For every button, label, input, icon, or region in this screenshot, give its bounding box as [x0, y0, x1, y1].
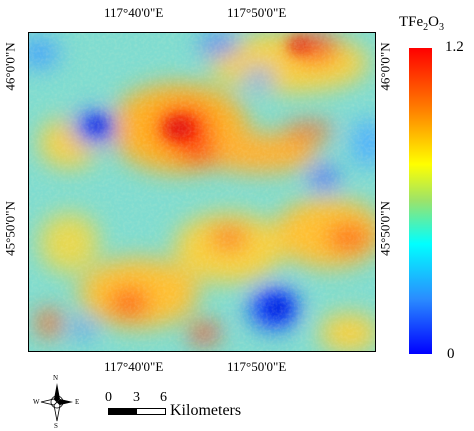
- bottom-tick-label-1: 117°40'0"E: [104, 359, 164, 374]
- left-tick-label-2: 45°50'0"N: [2, 201, 18, 256]
- top-tick-label-2: 117°50'0"E: [227, 5, 287, 20]
- scale-unit-label: Kilometers: [170, 402, 242, 419]
- right-tick-label-1: 46°0'0"N: [377, 42, 393, 91]
- compass-north-label: N: [53, 374, 59, 382]
- scale-label-3: 3: [133, 390, 140, 405]
- legend-min-label: 0: [447, 346, 455, 362]
- compass-west-label: W: [33, 398, 40, 406]
- scale-label-0: 0: [105, 390, 112, 405]
- legend-title: TFe2O3: [399, 14, 445, 33]
- legend-max-label: 1.2: [445, 39, 464, 55]
- right-tick-label-2: 45°50'0"N: [377, 201, 393, 256]
- compass-south-label: S: [54, 422, 58, 430]
- top-tick-label-1: 117°40'0"E: [104, 5, 164, 20]
- legend-color-ramp: [409, 48, 432, 354]
- left-tick-label-1: 46°0'0"N: [2, 42, 18, 91]
- north-arrow-icon: [40, 383, 73, 422]
- scale-bar-segment-black: [109, 409, 137, 414]
- tfe2o3-raster-map: [28, 32, 376, 352]
- bottom-tick-label-2: 117°50'0"E: [227, 359, 287, 374]
- raster-heatfield: [29, 33, 375, 351]
- scale-label-6: 6: [160, 390, 167, 405]
- scale-bar: [108, 408, 166, 415]
- compass-east-label: E: [75, 398, 80, 406]
- scale-bar-segment-white: [137, 409, 165, 414]
